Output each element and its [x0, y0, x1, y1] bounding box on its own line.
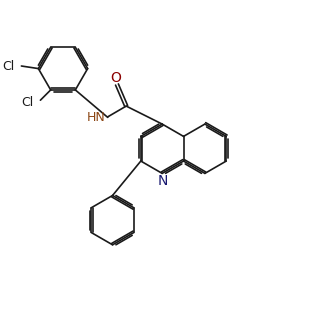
Text: N: N: [158, 174, 168, 188]
Text: Cl: Cl: [21, 96, 33, 109]
Text: O: O: [111, 71, 121, 85]
Text: Cl: Cl: [2, 59, 14, 73]
Text: HN: HN: [87, 111, 106, 124]
